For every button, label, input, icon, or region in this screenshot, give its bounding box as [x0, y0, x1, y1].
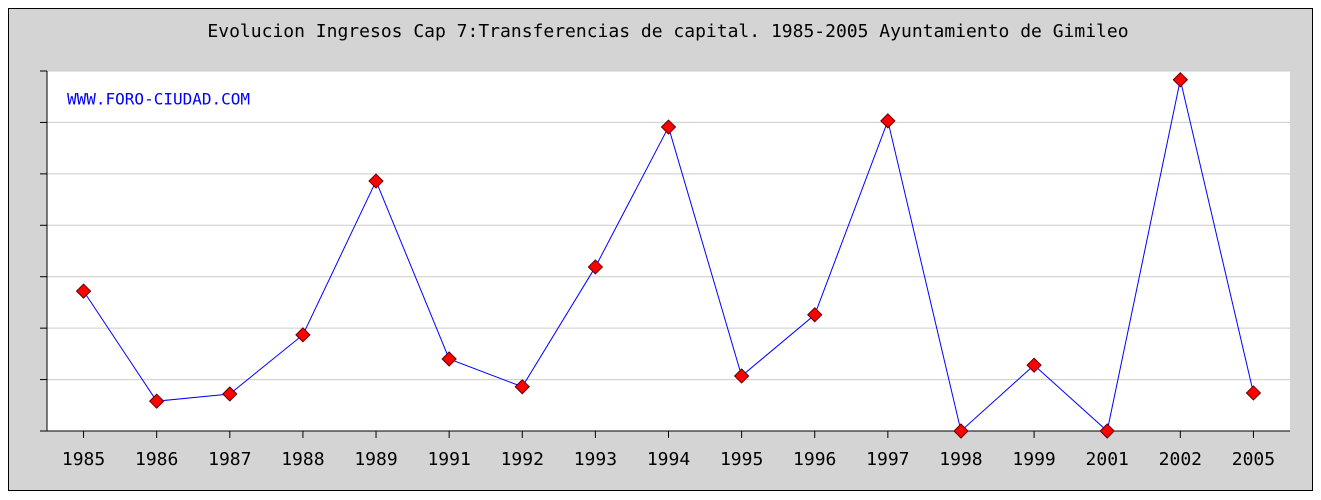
marker [660, 119, 677, 135]
x-tick-label: 1999 [1012, 449, 1055, 470]
watermark: WWW.FORO-CIUDAD.COM [67, 90, 250, 109]
marker [587, 259, 604, 275]
marker [953, 423, 969, 439]
x-tick-label: 1988 [281, 449, 324, 470]
marker [733, 368, 750, 384]
x-tick-label: 1989 [354, 449, 397, 470]
x-tick-label: 1991 [427, 449, 470, 470]
marker [1026, 357, 1042, 373]
marker [368, 173, 384, 189]
x-tick-label: 1998 [939, 449, 982, 470]
x-tick-label: 1993 [574, 449, 617, 470]
x-tick-label: 2005 [1232, 449, 1275, 470]
x-tick-label: 1992 [501, 449, 544, 470]
marker [807, 307, 823, 323]
marker [1099, 423, 1115, 439]
x-tick-label: 1986 [135, 449, 178, 470]
marker [514, 379, 530, 395]
x-tick-label: 1997 [866, 449, 909, 470]
marker [75, 283, 92, 299]
x-tick-label: 2002 [1159, 449, 1202, 470]
marker [222, 386, 238, 402]
marker [1172, 72, 1189, 88]
x-tick-label: 1985 [62, 449, 105, 470]
marker [148, 393, 165, 409]
marker [880, 113, 896, 129]
x-tick-label: 2001 [1086, 449, 1129, 470]
marker [441, 351, 457, 367]
marker [295, 327, 311, 343]
x-tick-label: 1987 [208, 449, 251, 470]
chart-title: Evolucion Ingresos Cap 7:Transferencias … [207, 21, 1128, 42]
x-tick-label: 1994 [647, 449, 690, 470]
marker [1245, 385, 1262, 401]
x-tick-label: 1996 [793, 449, 836, 470]
x-tick-label: 1995 [720, 449, 763, 470]
